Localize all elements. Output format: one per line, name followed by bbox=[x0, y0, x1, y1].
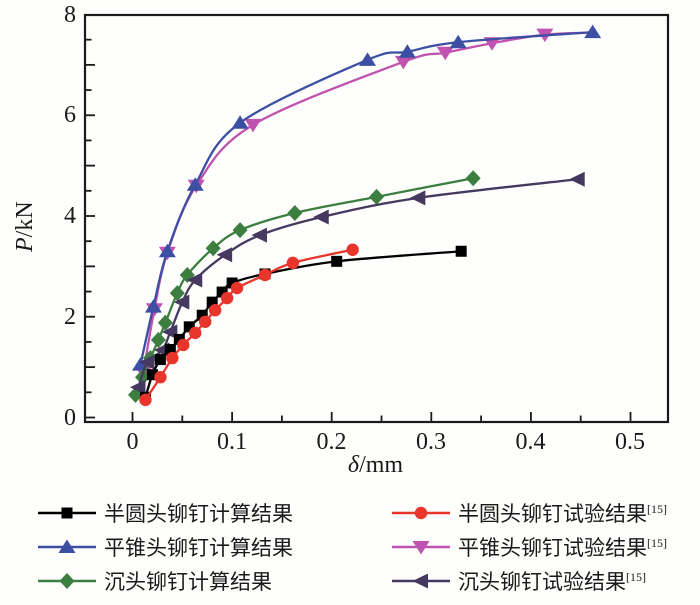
x-tick-label: 0.1 bbox=[217, 429, 247, 455]
y-tick-label: 4 bbox=[64, 203, 76, 229]
x-tick-label: 0.4 bbox=[515, 429, 546, 455]
plot-area bbox=[83, 13, 670, 424]
legend: 半圆头铆钉计算结果 平锥头铆钉计算结果 沉头铆钉计算结果 半圆头铆钉试验结果[1… bbox=[36, 499, 686, 601]
square-marker-icon bbox=[38, 507, 96, 519]
legend-item-countersunk-test: 沉头铆钉试验结果[15] bbox=[390, 567, 667, 595]
legend-label: 沉头铆钉试验结果[15] bbox=[458, 570, 646, 594]
legend-item-countersunk-calc: 沉头铆钉计算结果 bbox=[36, 567, 390, 595]
legend-label: 平锥头铆钉计算结果 bbox=[104, 536, 293, 560]
legend-item-halfround-test: 半圆头铆钉试验结果[15] bbox=[390, 499, 667, 527]
y-tick-label: 2 bbox=[64, 303, 76, 330]
x-tick-label: 0.3 bbox=[416, 429, 446, 455]
circle-marker-icon bbox=[392, 506, 450, 520]
triangle-up-marker-icon bbox=[38, 539, 96, 553]
x-tick-label: 0 bbox=[126, 429, 139, 455]
x-axis-label: δ/mm bbox=[347, 452, 404, 478]
x-tick-label: 0.2 bbox=[316, 429, 347, 455]
legend-label: 沉头铆钉计算结果 bbox=[104, 570, 272, 594]
legend-item-flatcone-calc: 平锥头铆钉计算结果 bbox=[36, 533, 390, 561]
legend-item-flatcone-test: 平锥头铆钉试验结果[15] bbox=[390, 533, 667, 561]
legend-item-halfround-calc: 半圆头铆钉计算结果 bbox=[36, 499, 390, 527]
x-tick-label: 0.5 bbox=[615, 429, 645, 455]
triangle-down-marker-icon bbox=[392, 541, 450, 555]
legend-label: 半圆头铆钉试验结果[15] bbox=[458, 502, 667, 526]
triangle-left-marker-icon bbox=[392, 573, 450, 589]
y-tick-label: 6 bbox=[64, 102, 76, 129]
y-axis-label: P/kN bbox=[12, 201, 38, 252]
legend-label: 平锥头铆钉试验结果[15] bbox=[458, 536, 667, 560]
legend-label: 半圆头铆钉计算结果 bbox=[104, 502, 293, 526]
diamond-marker-icon bbox=[38, 573, 96, 589]
y-tick-label: 0 bbox=[64, 404, 76, 431]
y-tick-label: 8 bbox=[64, 1, 76, 28]
